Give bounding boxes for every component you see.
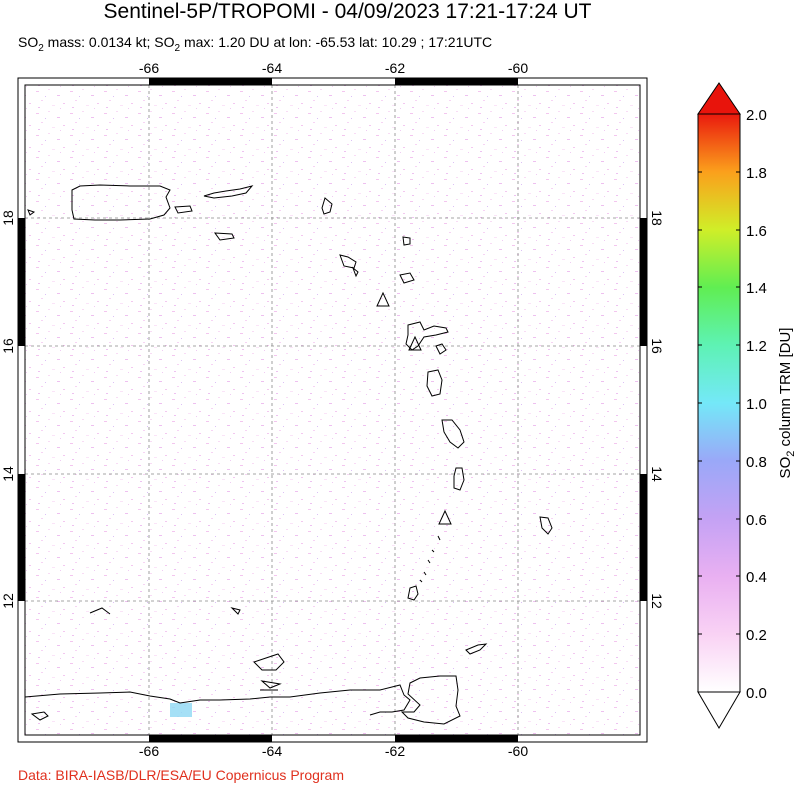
island-2 [27, 209, 36, 216]
lat-tick-label: 16 [0, 338, 16, 354]
dominica-coast [426, 369, 443, 397]
island-1 [213, 232, 235, 241]
lat-labels-left: 18 16 14 12 [0, 210, 16, 609]
coastlines [24, 184, 553, 725]
trinidad-coast [400, 675, 461, 725]
colorbar-label: SO2 column TRM [DU] [777, 328, 795, 479]
map-frame [24, 84, 641, 736]
map-subtitle: SO2 mass: 0.0134 kt; SO2 max: 1.20 DU at… [18, 34, 493, 54]
volcano-icon [438, 509, 452, 525]
lon-tick-label: -62 [385, 60, 405, 76]
colorbar-tick-label: 0.8 [746, 454, 767, 471]
colorbar-tick-label: 2.0 [746, 107, 767, 124]
lon-tick-label: -62 [385, 743, 405, 759]
so2-field [25, 85, 640, 735]
lat-tick-label: 18 [649, 210, 665, 226]
lon-tick-label: -60 [508, 743, 528, 759]
puerto-rico-coast [71, 184, 171, 221]
grenada-coast [407, 585, 419, 601]
small-islands-south [89, 607, 282, 691]
lon-tick-label: -60 [508, 60, 528, 76]
volcano-markers [376, 291, 452, 525]
venezuela-coast [24, 684, 411, 716]
barbados-coast [539, 516, 553, 535]
colorbar-ticks [698, 113, 740, 635]
lon-tick-label: -66 [139, 60, 159, 76]
lat-tick-label: 12 [0, 593, 16, 609]
so2-max-spot [170, 703, 192, 717]
lon-labels-top: -66 -64 -62 -60 [139, 60, 528, 76]
island-3 [321, 197, 333, 215]
volcano-icon [376, 291, 390, 307]
bonaire-coast [30, 711, 49, 721]
margarita-coast [253, 653, 285, 671]
guadeloupe-coast [405, 321, 449, 351]
colorbar-tick-label: 0.6 [746, 512, 767, 529]
lat-tick-label: 18 [0, 210, 16, 226]
lat-tick-label: 12 [649, 593, 665, 609]
colorbar-gradient [697, 113, 741, 693]
island-7 [399, 272, 415, 284]
colorbar-tick-label: 1.0 [746, 396, 767, 413]
lat-tick-label: 16 [649, 338, 665, 354]
colorbar-tick-label: 1.2 [746, 338, 767, 355]
graticule [25, 85, 640, 735]
colorbar-max-arrow [697, 82, 741, 115]
colorbar-tick-labels: 2.0 1.8 1.6 1.4 1.2 1.0 0.8 0.6 0.4 0.2 … [746, 107, 767, 702]
colorbar-tick-label: 1.8 [746, 165, 767, 182]
st-lucia-coast [453, 467, 465, 491]
island-4 [339, 254, 357, 269]
axis-bars [17, 77, 648, 743]
lon-labels-bottom: -66 -64 -62 -60 [139, 743, 528, 759]
grenadines [419, 535, 441, 583]
tobago-coast [465, 643, 488, 655]
lon-tick-label: -64 [262, 743, 282, 759]
colorbar-min-arrow [697, 691, 741, 729]
colorbar-tick-label: 0.4 [746, 569, 767, 586]
lon-tick-label: -66 [139, 743, 159, 759]
virgin-islands-coast [174, 185, 254, 214]
lat-labels-right: 18 16 14 12 [649, 210, 665, 609]
colorbar-tick-label: 1.4 [746, 280, 767, 297]
martinique-coast [441, 419, 465, 449]
island-8 [435, 343, 447, 355]
colorbar-tick-label: 1.6 [746, 223, 767, 240]
colorbar: 2.0 1.8 1.6 1.4 1.2 1.0 0.8 0.6 0.4 0.2 … [697, 82, 795, 729]
colorbar-tick-label: 0.0 [746, 685, 767, 702]
lat-tick-label: 14 [0, 466, 16, 482]
volcano-icon [408, 335, 422, 351]
island-6 [402, 236, 411, 246]
map-title: Sentinel-5P/TROPOMI - 04/09/2023 17:21-1… [103, 0, 592, 23]
data-credit: Data: BIRA-IASB/DLR/ESA/EU Copernicus Pr… [18, 767, 345, 783]
island-5 [351, 266, 359, 278]
colorbar-tick-label: 0.2 [746, 627, 767, 644]
lon-tick-label: -64 [262, 60, 282, 76]
map-panel: -66 -64 -62 -60 -66 -64 -62 -60 18 16 14… [0, 60, 665, 759]
lat-tick-label: 14 [649, 466, 665, 482]
